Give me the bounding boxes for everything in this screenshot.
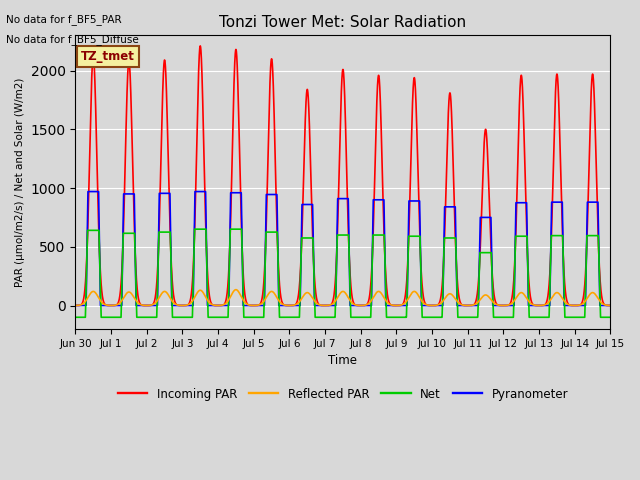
Legend: Incoming PAR, Reflected PAR, Net, Pyranometer: Incoming PAR, Reflected PAR, Net, Pyrano… xyxy=(113,383,573,405)
Text: TZ_tmet: TZ_tmet xyxy=(81,50,134,63)
Title: Tonzi Tower Met: Solar Radiation: Tonzi Tower Met: Solar Radiation xyxy=(220,15,467,30)
X-axis label: Time: Time xyxy=(328,354,357,367)
Y-axis label: PAR (μmol/m2/s) / Net and Solar (W/m2): PAR (μmol/m2/s) / Net and Solar (W/m2) xyxy=(15,77,25,287)
Text: No data for f_BF5_Diffuse: No data for f_BF5_Diffuse xyxy=(6,34,139,45)
Text: No data for f_BF5_PAR: No data for f_BF5_PAR xyxy=(6,14,122,25)
